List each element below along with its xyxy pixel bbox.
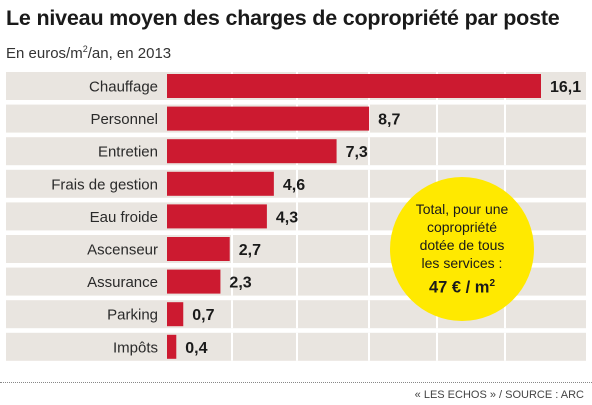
bar-row: Entretien 7,3 xyxy=(6,137,586,166)
category-label: Eau froide xyxy=(90,209,158,226)
callout-total: 47 € / m2 xyxy=(428,278,496,297)
value-label: 0,4 xyxy=(185,340,207,357)
callout-text: Total, pour une copropriété dotée de tou… xyxy=(415,201,509,272)
value-label: 4,6 xyxy=(283,177,305,194)
category-label: Personnel xyxy=(90,111,158,128)
category-label: Chauffage xyxy=(89,79,158,96)
bar xyxy=(167,74,541,98)
total-callout: Total, pour une copropriété dotée de tou… xyxy=(390,177,534,321)
bar xyxy=(167,139,337,164)
bar xyxy=(167,204,267,229)
chart-title: Le niveau moyen des charges de coproprié… xyxy=(6,6,560,30)
value-label: 7,3 xyxy=(346,144,368,161)
bar xyxy=(167,269,221,294)
bar xyxy=(167,237,230,261)
category-label: Frais de gestion xyxy=(51,176,158,193)
category-label: Impôts xyxy=(113,339,158,356)
value-label: 4,3 xyxy=(276,209,298,226)
category-label: Ascenseur xyxy=(87,242,158,259)
value-label: 2,7 xyxy=(239,242,261,259)
bar xyxy=(167,302,184,327)
bar-row: Chauffage 16,1 xyxy=(6,72,586,100)
category-label: Parking xyxy=(107,307,158,324)
category-label: Entretien xyxy=(98,144,158,161)
bar-row: Impôts 0,4 xyxy=(6,332,586,361)
value-label: 16,1 xyxy=(550,79,581,96)
value-label: 8,7 xyxy=(378,112,400,129)
bar xyxy=(167,171,274,196)
chart-subtitle: En euros/m2/an, en 2013 xyxy=(6,44,172,62)
category-label: Assurance xyxy=(87,274,158,291)
bar xyxy=(167,106,370,131)
bar-row: Personnel 8,7 xyxy=(6,104,586,133)
footer-divider xyxy=(0,382,592,383)
value-label: 0,7 xyxy=(192,307,214,324)
source-credit: « LES ECHOS » / SOURCE : ARC xyxy=(414,389,584,401)
bar xyxy=(167,334,177,359)
value-label: 2,3 xyxy=(229,275,251,292)
